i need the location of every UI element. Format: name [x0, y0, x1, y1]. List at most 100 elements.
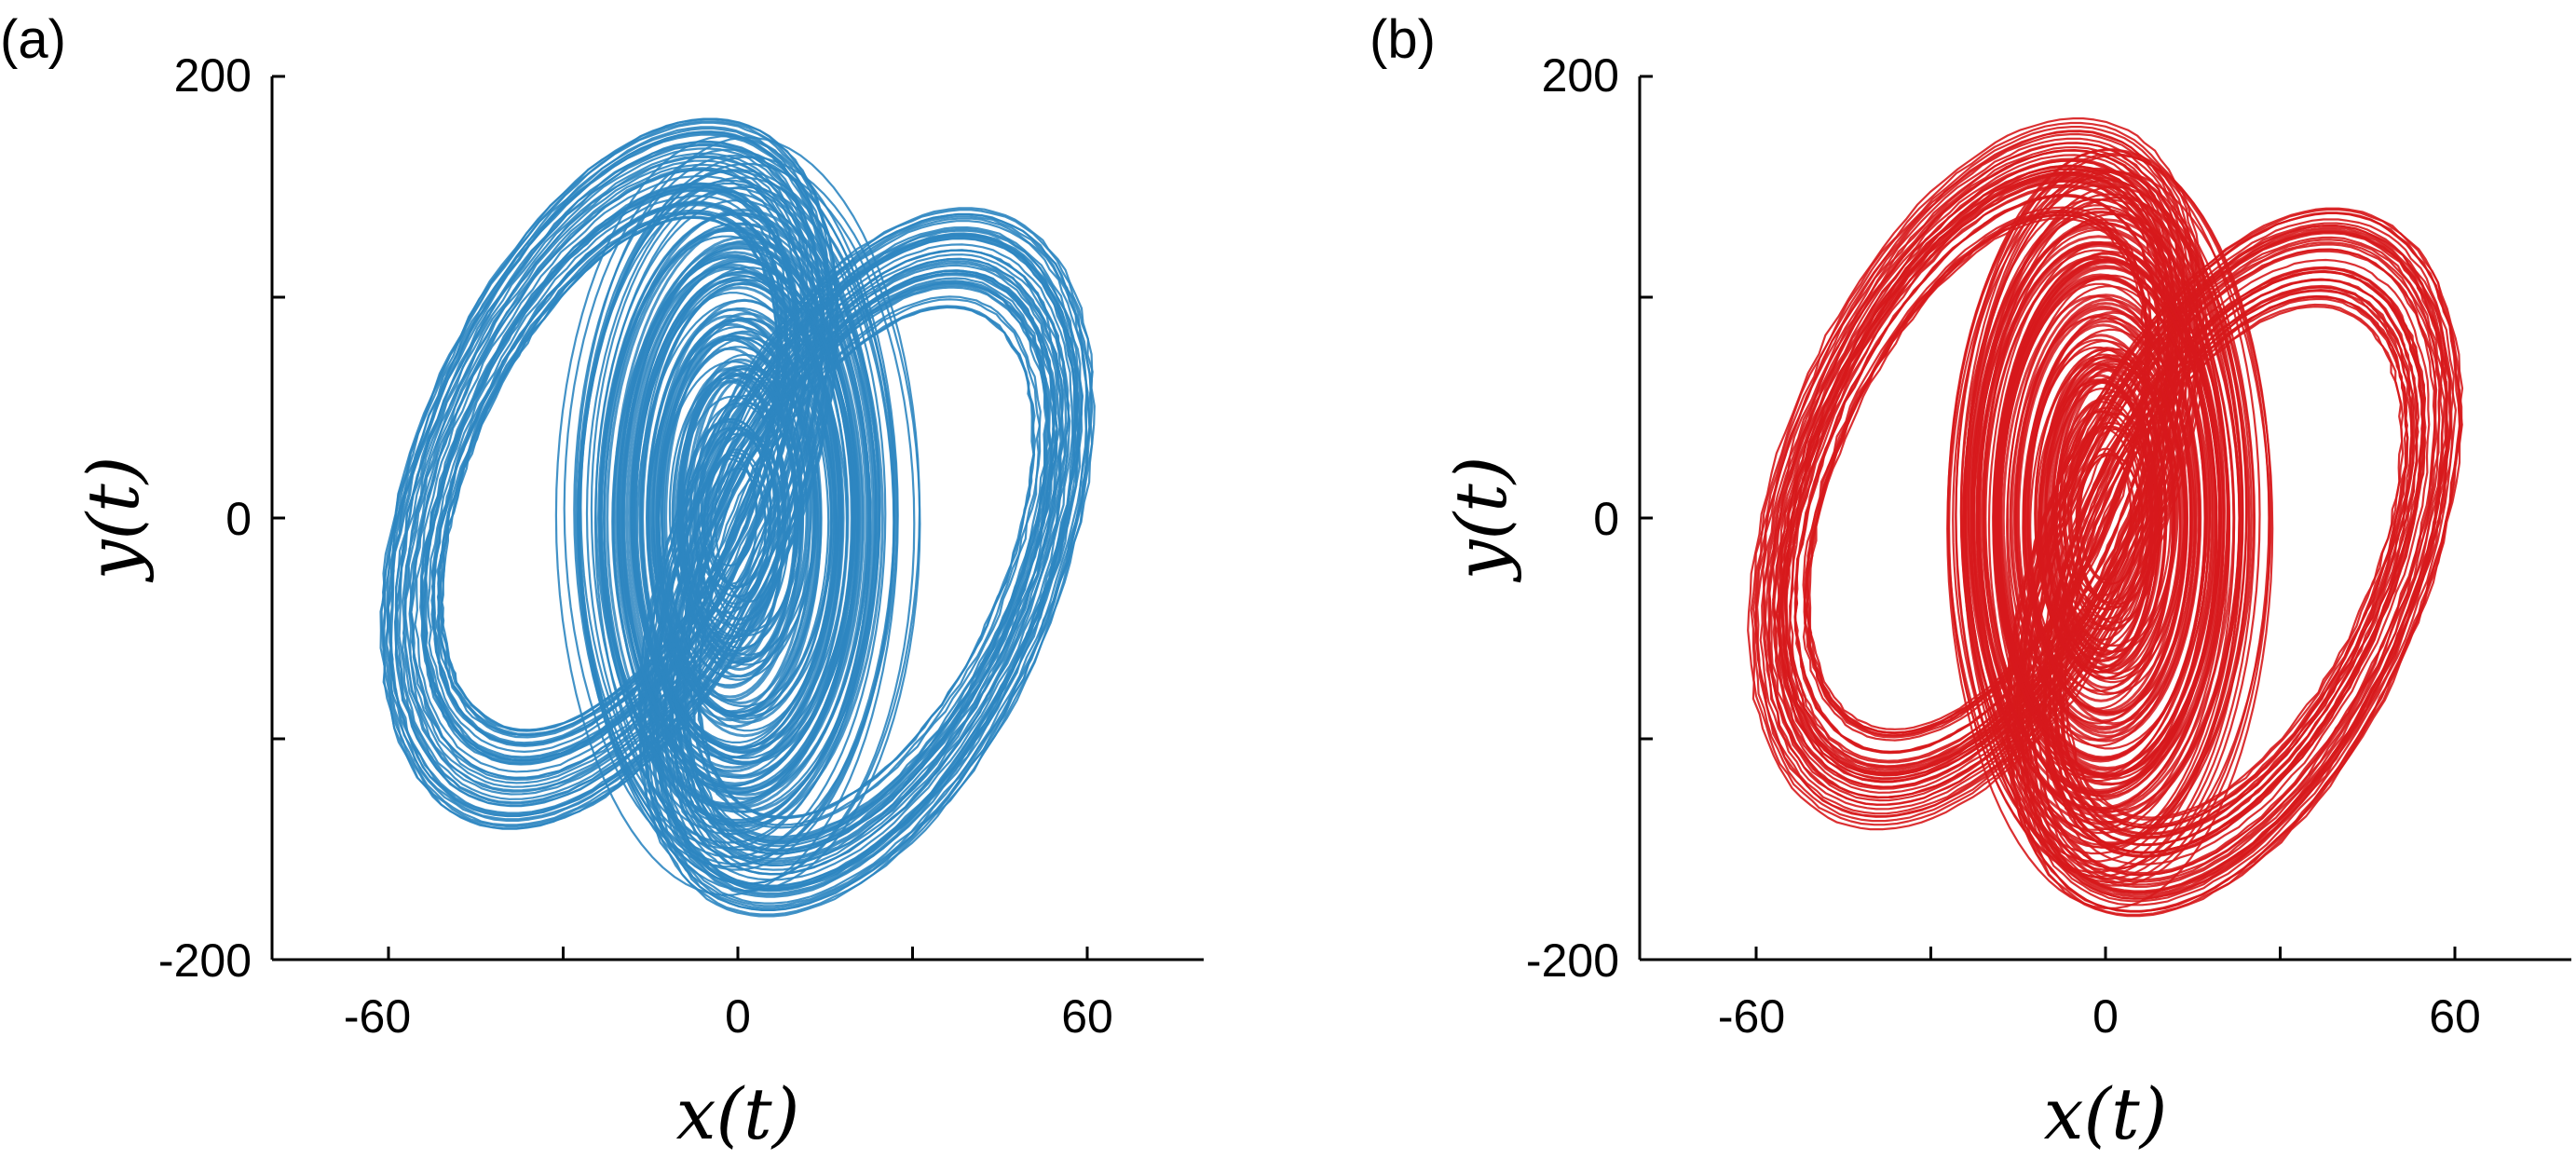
panel-a-orbit-loop: [672, 367, 786, 669]
panel-b-orbit-loop: [1966, 225, 2229, 811]
panel-a-orbit-loop: [652, 233, 1081, 892]
panel-a-orbit-loop: [383, 121, 838, 826]
panel-b-orbit-loop: [1968, 222, 2236, 814]
panel-a-orbit-loop: [689, 295, 1042, 829]
panel-b-orbit-loop: [2024, 239, 2444, 886]
panel-a-orbit-loop: [634, 271, 850, 765]
panel-b-orbit-loop: [1780, 173, 2173, 774]
panel-b-xtick-label-neg60: -60: [1718, 990, 1785, 1043]
panel-a-orbit-loop: [427, 195, 793, 753]
panel-a-xlabel: x(t): [676, 1072, 800, 1155]
panel-a-orbit-loop: [643, 220, 1088, 905]
panel-b-orbit-loop: [2054, 380, 2155, 656]
panel-a-orbit-loop: [661, 249, 1070, 876]
panel-b-orbit-loop: [2011, 218, 2457, 907]
panel-a-orbit-loop: [606, 226, 868, 810]
panel-a-orbit-loop: [394, 143, 825, 805]
panel-b-trajectory: [1747, 117, 2464, 918]
panel-a-orbit-loop: [401, 152, 819, 796]
panel-b-orbit-loop: [2050, 364, 2167, 672]
panel-a-orbit-loop: [398, 147, 823, 800]
panel-b-orbit-loop: [1971, 235, 2226, 801]
panel-a-orbit-loop: [620, 243, 865, 793]
panel-a-orbit-loop: [637, 209, 1094, 916]
panel-b-ylabel: y(t): [1439, 457, 1522, 583]
panel-b-orbit-loop: [1793, 194, 2160, 754]
panel-b-orbit-loop: [2004, 208, 2463, 916]
panel-b-orbit-loop: [2058, 376, 2163, 660]
panel-b-orbit-loop: [2016, 226, 2452, 898]
panel-a-orbit-loop: [658, 243, 1074, 881]
panel-b-orbit-loop: [1775, 164, 2177, 784]
panel-b-orbit-loop: [1802, 206, 2152, 742]
panel-a-orbit-loop: [640, 212, 1093, 911]
panel-a-orbit-loop: [408, 163, 812, 784]
panel-b-orbit-loop: [1772, 159, 2182, 788]
panel-b-orbit-loop: [2007, 211, 2461, 913]
panel-a-orbit-loop: [669, 260, 1064, 865]
panel-b-xlabel: x(t): [2044, 1072, 2168, 1155]
panel-a-orbit-loop: [641, 281, 845, 755]
panel-b-orbit-loop: [1997, 275, 2208, 761]
panel-a-orbit-loop: [575, 136, 921, 885]
panel-b-orbit-loop: [1789, 185, 2167, 762]
panel-a-orbit-loop: [440, 216, 779, 731]
panel-a-plot: [270, 75, 1204, 961]
panel-b-orbit-loop: [1969, 218, 2242, 818]
panel-a-orbit-loop: [621, 239, 871, 797]
panel-b-orbit-loop: [1962, 211, 2242, 825]
panel-a-trajectory: [379, 117, 1096, 918]
panel-a-orbit-loop: [421, 185, 799, 762]
panel-b-orbit-loop: [1767, 149, 2189, 798]
panel-a-orbit-loop: [628, 258, 857, 778]
panel-a-orbit-loop: [410, 169, 808, 779]
panel-a-orbit-loop: [664, 331, 816, 705]
panel-b-orbit-loop: [1994, 265, 2216, 771]
panel-a-orbit-loop: [676, 372, 786, 664]
panel-b-ticks: [1640, 75, 2457, 961]
panel-a-xtick-label-0: 0: [725, 990, 751, 1043]
panel-a-orbit-loop: [685, 379, 786, 657]
panel-b-orbit-loop: [1750, 121, 2205, 826]
panel-b-ytick-label-neg200: -200: [1526, 934, 1619, 987]
panel-b-ytick-label-200: 200: [1542, 49, 1619, 102]
panel-a-orbit-loop: [688, 373, 797, 663]
panel-a-orbit-loop: [590, 187, 878, 832]
panel-b-orbit-loop: [2024, 241, 2442, 883]
panel-a-orbit-loop: [647, 226, 1084, 898]
panel-a-ticks: [272, 75, 1089, 961]
panel-a-orbit-loop: [639, 286, 839, 750]
panel-b-orbit-loop: [2018, 230, 2448, 894]
panel-b-ytick-label-0: 0: [1593, 493, 1619, 545]
panel-b-orbit-loop: [1959, 154, 2272, 869]
panel-a-orbit-loop: [681, 365, 797, 671]
panel-a-orbit-loop: [657, 337, 803, 699]
panel-b-orbit-loop: [1804, 211, 2151, 737]
panel-b-orbit-loop: [2010, 293, 2202, 743]
panel-a-orbit-loop: [414, 174, 806, 773]
panel-b-orbit-loop: [1975, 241, 2222, 795]
panel-a-orbit-loop: [661, 312, 833, 724]
panel-a-orbit-loop: [402, 155, 818, 793]
panel-b-orbit-loop: [1759, 137, 2196, 811]
panel-b-orbit-loop: [2041, 356, 2168, 680]
panel-b-orbit-loop: [1779, 170, 2175, 777]
panel-b-xtick-label-0: 0: [2092, 990, 2119, 1043]
panel-a-label: (a): [0, 9, 66, 70]
panel-a-orbit-loop: [679, 380, 781, 656]
panel-a-orbit-loop: [654, 235, 1079, 889]
panel-a-orbit-loop: [384, 126, 835, 822]
panel-a: (a) 200 0 -200 -60 0 60 x(t) y(t): [0, 9, 1204, 1155]
panel-b-orbit-loop: [2024, 320, 2189, 716]
panel-a-orbit-loop: [602, 208, 884, 828]
panel-a-orbit-loop: [431, 202, 789, 746]
panel-a-xtick-label-60: 60: [1061, 990, 1113, 1043]
panel-a-orbit-loop: [655, 318, 822, 718]
panel-a-xtick-label-neg60: -60: [344, 990, 411, 1043]
panel-a-orbit-loop: [632, 277, 841, 759]
panel-a-orbit-loop: [404, 159, 815, 788]
panel-b-orbit-loop: [2026, 334, 2176, 702]
panel-b-orbit-loop: [1806, 213, 2147, 734]
panel-a-orbit-loop: [436, 211, 784, 737]
